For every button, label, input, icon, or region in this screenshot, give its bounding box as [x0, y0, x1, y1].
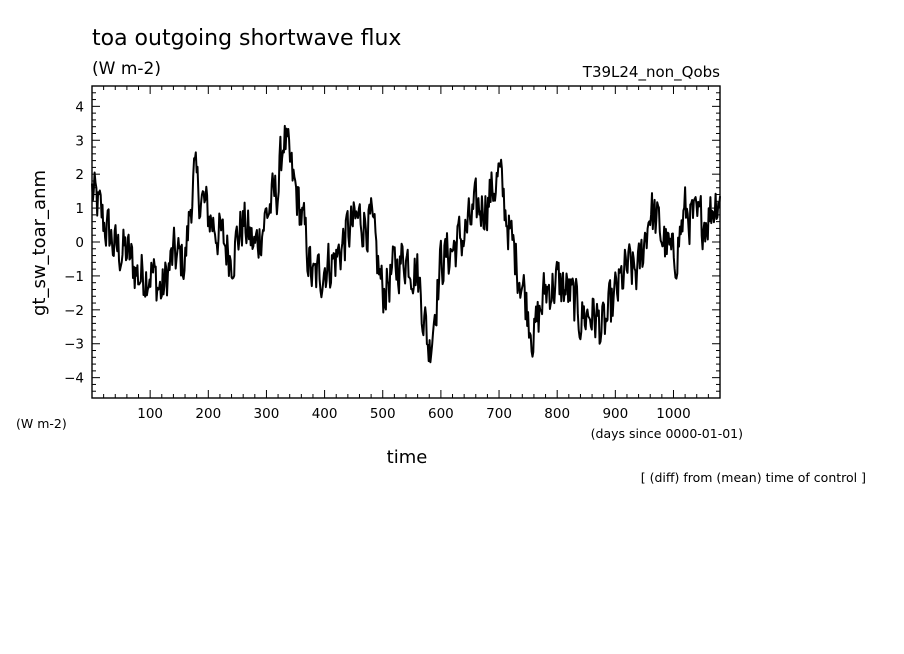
x-tick-label: 800	[544, 406, 570, 422]
y-tick-label: 3	[75, 133, 84, 149]
plot-area: 100 200 300 400 500 600 700 800 900 1000 −4 −3 −2 −1 0…	[64, 85, 721, 422]
chart-title: toa outgoing shortwave flux	[92, 26, 401, 51]
x-axis-label: time	[387, 447, 428, 468]
x-units-label: (days since 0000-01-01)	[591, 426, 743, 441]
y-units-label: (W m-2)	[16, 416, 67, 431]
x-tick-label: 600	[428, 406, 454, 422]
y-tick-label: −2	[64, 303, 84, 319]
y-tick-label: 1	[75, 201, 84, 217]
y-tick-label: −1	[64, 269, 84, 285]
x-tick-label: 700	[486, 406, 512, 422]
footnote: [ (diff) from (mean) time of control ]	[641, 470, 866, 485]
x-tick-label: 300	[254, 406, 280, 422]
x-tick-label: 400	[312, 406, 338, 422]
y-tick-label: 4	[75, 99, 84, 115]
y-tick-label: −4	[64, 371, 84, 387]
x-tick-label: 900	[602, 406, 628, 422]
run-label: T39L24_non_Qobs	[582, 63, 720, 82]
x-tick-label: 100	[137, 406, 163, 422]
x-tick-label: 200	[195, 406, 221, 422]
x-tick-label: 1000	[656, 406, 690, 422]
y-axis-label: gt_sw_toar_anm	[29, 170, 50, 316]
y-tick-label: −3	[64, 337, 84, 353]
y-tick-label: 2	[75, 167, 84, 183]
title-units: (W m-2)	[92, 59, 161, 79]
y-tick-label: 0	[75, 235, 84, 251]
series-line	[91, 124, 721, 364]
x-tick-label: 500	[370, 406, 396, 422]
